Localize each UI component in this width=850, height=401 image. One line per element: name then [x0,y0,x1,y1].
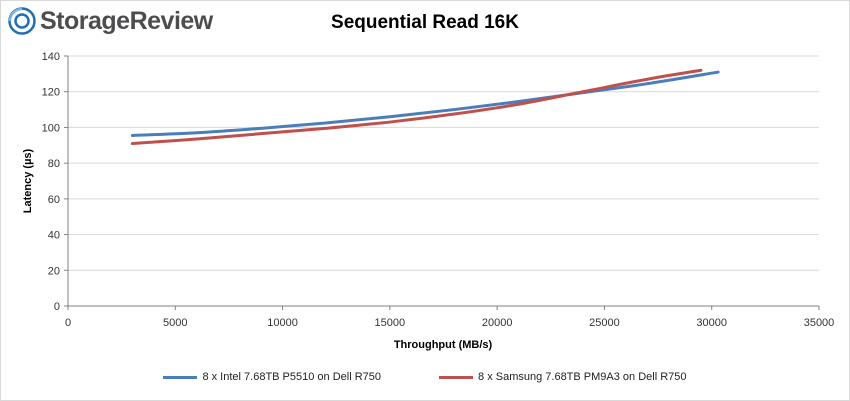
series-line-samsung [130,68,703,145]
x-tick-label: 35000 [804,317,835,329]
x-tick-label: 10000 [267,317,298,329]
storagereview-logo: StorageReview [8,6,213,36]
x-tick-label: 15000 [375,317,406,329]
y-tick-label: 140 [42,51,60,63]
y-axis-title: Latency (µs) [22,148,34,213]
storagereview-logo-icon [8,7,36,35]
legend: 8 x Intel 7.68TB P5510 on Dell R750 8 x … [0,371,850,383]
y-tick-label: 40 [48,230,60,242]
legend-label-intel: 8 x Intel 7.68TB P5510 on Dell R750 [202,371,382,383]
x-tick-label: 30000 [696,317,727,329]
legend-item-samsung: 8 x Samsung 7.68TB PM9A3 on Dell R750 [439,371,687,383]
y-tick-label: 100 [42,122,60,134]
legend-item-intel: 8 x Intel 7.68TB P5510 on Dell R750 [163,371,381,383]
y-tick-label: 20 [48,265,60,277]
legend-swatch-samsung [439,375,474,379]
x-tick-label: 0 [65,317,71,329]
chart-title: Sequential Read 16K [331,12,519,33]
legend-swatch-intel [163,375,198,379]
x-tick-label: 5000 [163,317,187,329]
y-tick-label: 0 [54,301,60,313]
legend-label-samsung: 8 x Samsung 7.68TB PM9A3 on Dell R750 [478,371,687,383]
x-tick-label: 25000 [589,317,620,329]
x-tick-label: 20000 [482,317,513,329]
y-tick-label: 80 [48,158,60,170]
y-tick-label: 60 [48,194,60,206]
series-line-intel [130,70,720,137]
logo-text: StorageReview [40,6,213,35]
y-tick-label: 120 [42,87,60,99]
x-axis-title: Throughput (MB/s) [394,339,493,351]
